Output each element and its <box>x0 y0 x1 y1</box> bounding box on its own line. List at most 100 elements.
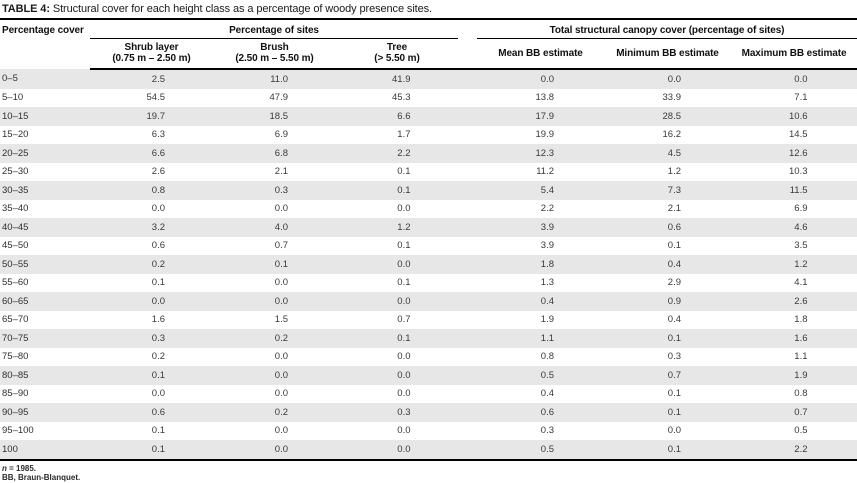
cell-value: 6.3 <box>151 129 165 141</box>
footnote-symbol-n: n <box>2 463 7 473</box>
cell-value: 4.1 <box>794 277 808 289</box>
column-header-minimum-bb-estimate: Minimum BB estimate <box>604 38 731 70</box>
column-gap <box>458 181 477 200</box>
cell-value: 4.6 <box>794 221 808 233</box>
column-gap <box>458 89 477 108</box>
cell-value: 0.1 <box>667 332 681 344</box>
table-row: 80–85 0.1 0.0 0.0 0.5 0.7 1.9 <box>0 366 857 385</box>
cell-value: 0.0 <box>397 258 411 270</box>
cell-value: 0.0 <box>397 388 411 400</box>
table-row: 95–100 0.1 0.0 0.0 0.3 0.0 0.5 <box>0 422 857 441</box>
cell-value: 0.7 <box>667 369 681 381</box>
cell-value: 0.3 <box>667 351 681 363</box>
column-header-line: Shrub layer <box>124 42 179 53</box>
table-row: 35–40 0.0 0.0 0.0 2.2 2.1 6.9 <box>0 200 857 219</box>
cell-value: 7.3 <box>667 184 681 196</box>
table-caption: TABLE 4: Structural cover for each heigh… <box>0 0 857 16</box>
cell-value: 11.0 <box>270 73 288 85</box>
cell-value: 2.6 <box>151 166 165 178</box>
cell-value: 0.1 <box>667 406 681 418</box>
cell-value: 0.0 <box>151 388 165 400</box>
cell-value: 1.2 <box>667 166 681 178</box>
cell-value: 12.3 <box>535 147 555 159</box>
column-gap <box>458 385 477 404</box>
column-gap <box>458 366 477 385</box>
cell-value: 0.1 <box>151 369 165 381</box>
cell-value: 2.2 <box>731 440 857 461</box>
cell-value: 1.2 <box>794 258 808 270</box>
column-gap <box>458 403 477 422</box>
cell-value: 1.9 <box>794 369 808 381</box>
cell-percentage-cover: 20–25 <box>2 147 29 159</box>
column-gap <box>458 38 477 70</box>
cell-value: 0.2 <box>151 258 165 270</box>
column-header-brush: Brush (2.50 m – 5.50 m) <box>213 38 336 70</box>
table-caption-text: Structural cover for each height class a… <box>49 3 432 15</box>
cell-value: 18.5 <box>269 110 289 122</box>
cell-percentage-cover: 90–95 <box>2 406 29 418</box>
table-row: 55–60 0.1 0.0 0.1 1.3 2.9 4.1 <box>0 274 857 293</box>
cell-value: 2.6 <box>794 295 808 307</box>
column-gap <box>458 348 477 367</box>
cell-value: 11.2 <box>536 166 554 178</box>
cell-value: 0.0 <box>540 73 554 85</box>
column-header-shrub-layer: Shrub layer (0.75 m – 2.50 m) <box>90 38 213 70</box>
cell-value: 0.1 <box>151 425 165 437</box>
cell-value: 0.4 <box>540 295 554 307</box>
cell-value: 1.1 <box>794 351 808 363</box>
cell-value: 19.9 <box>535 129 555 141</box>
cell-value: 0.0 <box>397 369 411 381</box>
table-row: 5–10 54.5 47.9 45.3 13.8 33.9 7.1 <box>0 89 857 108</box>
cell-value: 0.4 <box>667 258 681 270</box>
cell-percentage-cover: 45–50 <box>2 240 29 252</box>
cell-value: 14.5 <box>789 129 808 141</box>
column-header-range: (> 5.50 m) <box>374 53 420 64</box>
cell-value: 0.0 <box>667 73 681 85</box>
cell-value: 5.4 <box>540 184 554 196</box>
cell-value: 3.9 <box>540 240 554 252</box>
cell-value: 0.0 <box>794 73 808 85</box>
cell-percentage-cover: 95–100 <box>2 425 34 437</box>
table-row: 0–5 2.5 11.0 41.9 0.0 0.0 0.0 <box>0 69 857 89</box>
cell-value: 6.9 <box>274 129 288 141</box>
cell-percentage-cover: 55–60 <box>2 277 29 289</box>
column-header-maximum-bb-estimate: Maximum BB estimate <box>731 38 857 70</box>
cell-value: 16.2 <box>662 129 682 141</box>
table-row: 70–75 0.3 0.2 0.1 1.1 0.1 1.6 <box>0 329 857 348</box>
table-row: 65–70 1.6 1.5 0.7 1.9 0.4 1.8 <box>0 311 857 330</box>
cell-value: 0.0 <box>397 203 411 215</box>
structural-cover-table: Percentage cover Percentage of sites Tot… <box>0 18 857 461</box>
cell-percentage-cover: 100 <box>0 440 90 461</box>
cell-value: 0.3 <box>540 425 554 437</box>
column-gap <box>458 311 477 330</box>
cell-value: 0.1 <box>274 258 288 270</box>
cell-value: 0.6 <box>151 406 165 418</box>
column-header-line: Tree <box>386 42 408 53</box>
cell-value: 6.9 <box>794 203 808 215</box>
cell-value: 0.7 <box>794 406 808 418</box>
column-gap <box>458 440 477 461</box>
cell-value: 0.1 <box>667 240 681 252</box>
cell-value: 2.5 <box>151 73 165 85</box>
column-header-range: (0.75 m – 2.50 m) <box>112 53 191 64</box>
cell-value: 0.0 <box>151 295 165 307</box>
cell-percentage-cover: 30–35 <box>2 184 29 196</box>
cell-value: 0.2 <box>274 332 288 344</box>
cell-value: 0.4 <box>667 314 681 326</box>
cell-percentage-cover: 40–45 <box>2 221 29 233</box>
cell-value: 0.4 <box>540 388 554 400</box>
column-gap <box>458 144 477 163</box>
table-row: 10–15 19.7 18.5 6.6 17.9 28.5 10.6 <box>0 107 857 126</box>
table-body: 0–5 2.5 11.0 41.9 0.0 0.0 0.0 5–10 54.5 47.9 45.3 1… <box>0 69 857 461</box>
table-row: 100 0.1 0.0 0.0 0.5 0.1 2.2 <box>0 440 857 461</box>
column-header-tree: Tree (> 5.50 m) <box>336 38 458 70</box>
column-gap <box>458 292 477 311</box>
cell-percentage-cover: 80–85 <box>2 369 29 381</box>
cell-value: 1.3 <box>540 277 554 289</box>
cell-value: 2.1 <box>274 166 288 178</box>
table-row: 60–65 0.0 0.0 0.0 0.4 0.9 2.6 <box>0 292 857 311</box>
cell-value: 0.0 <box>274 388 288 400</box>
table-footnotes: n = 1985. BB, Braun-Blanquet. <box>0 461 857 483</box>
column-gap <box>458 69 477 89</box>
cell-value: 0.1 <box>397 240 411 252</box>
